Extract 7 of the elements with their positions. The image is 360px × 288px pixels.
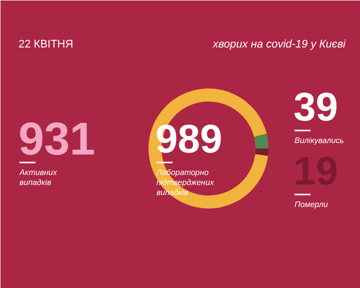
- data-label: 39: [294, 86, 338, 130]
- chart-title: 22 КВІТНЯ: [18, 38, 74, 50]
- slice-label: Померли: [294, 200, 328, 209]
- slice-label: Активних випадків: [18, 168, 58, 187]
- data-label: 931: [18, 112, 96, 164]
- chart-subtitle: хворих на covid-19 у Києві: [212, 38, 346, 50]
- slice-label: Вилікувались: [294, 136, 344, 145]
